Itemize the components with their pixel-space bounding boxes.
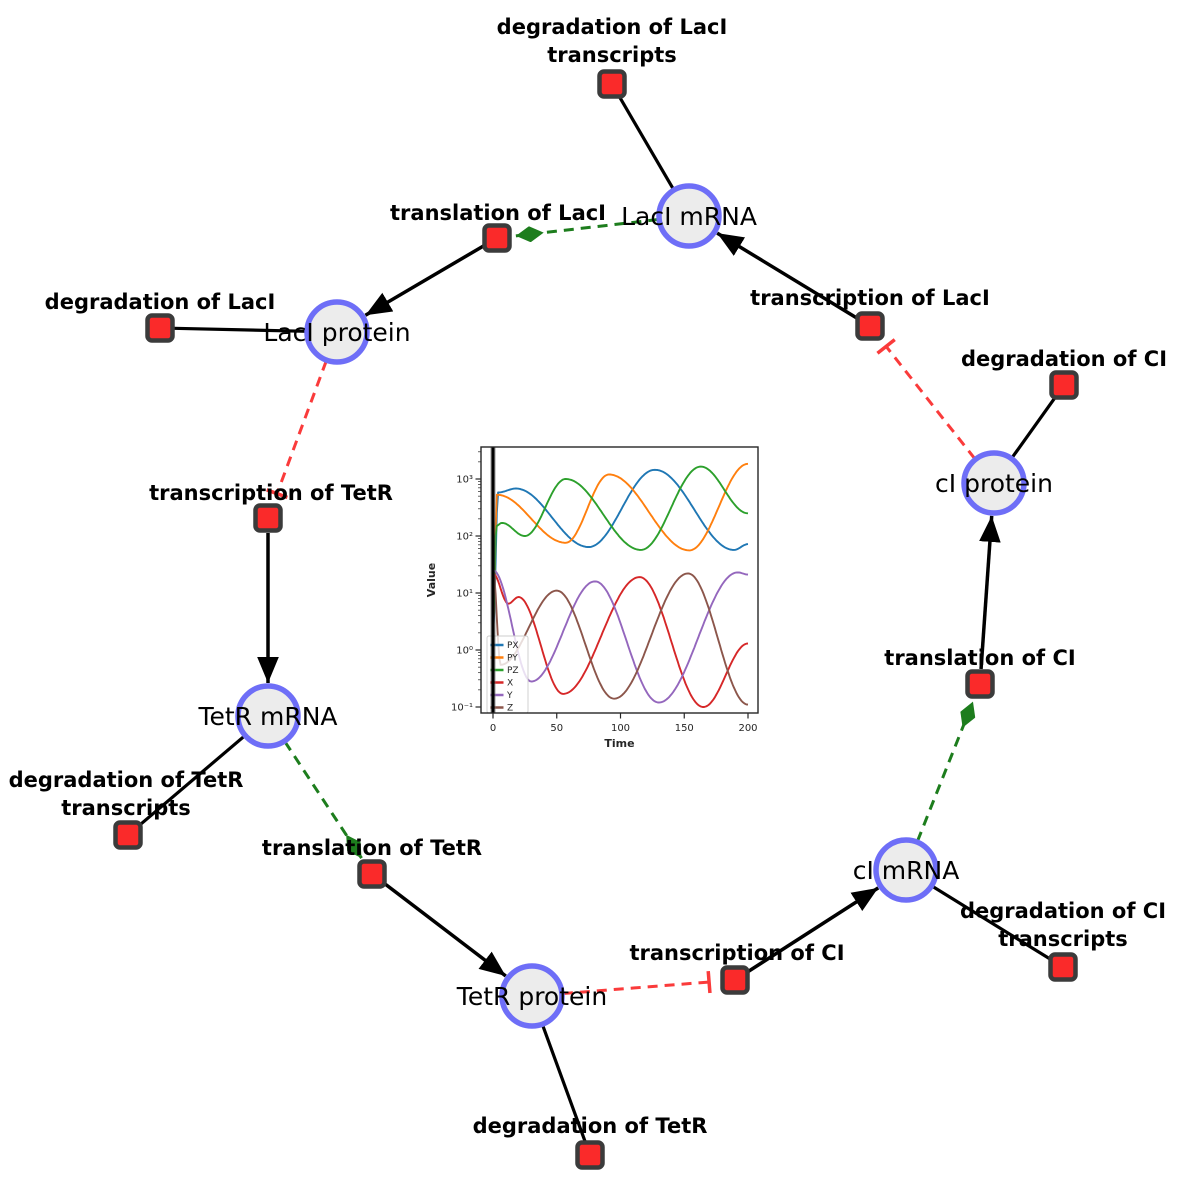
edge-ci-mrna-to-translation-ci: [916, 701, 976, 842]
chart-y-axis-label: Value: [425, 563, 438, 597]
legend-label-X: X: [507, 679, 513, 689]
chart-curve-PZ: [492, 465, 749, 633]
reaction-label-translation-tetr: translation of TetR: [262, 836, 482, 860]
edge-ci-protein-to-deg-ci: [1010, 395, 1058, 460]
chart-frame: [480, 446, 759, 714]
reaction-label-transcription-tetr: transcription of TetR: [149, 481, 393, 505]
species-node-ci-protein[interactable]: [961, 450, 1027, 516]
reaction-node-deg-laci-transcripts[interactable]: [597, 69, 627, 99]
species-node-tetr-mrna[interactable]: [235, 683, 301, 749]
chart-x-axis-label: Time: [604, 737, 634, 750]
chart-x-tick-label: 200: [738, 723, 757, 734]
inhibition-tbar: [706, 970, 712, 994]
species-label-tetr-protein: TetR protein: [456, 982, 607, 1011]
reaction-node-translation-tetr[interactable]: [357, 859, 387, 889]
legend-label-PZ: PZ: [507, 666, 519, 676]
reaction-node-deg-laci[interactable]: [145, 313, 175, 343]
edge-tetr-mrna-to-deg-tetr-transcripts: [137, 734, 247, 828]
chart-x-tick-label: 0: [490, 723, 496, 734]
edge-tetr-protein-to-deg-tetr: [540, 1023, 587, 1143]
chart-legend: PX PY PZ XYZ: [486, 635, 529, 714]
species-label-ci-protein: cI protein: [935, 469, 1053, 498]
reaction-label-deg-ci: degradation of CI: [961, 347, 1167, 371]
edge-tetr-mrna-to-translation-tetr: [283, 741, 363, 859]
species-node-tetr-protein[interactable]: [499, 963, 565, 1029]
species-label-laci-mrna: LacI mRNA: [621, 202, 757, 231]
inhibition-tbar: [266, 488, 288, 500]
reaction-label-deg-ci-transcripts: degradation of CI: [960, 899, 1166, 923]
species-label-ci-mrna: cI mRNA: [853, 856, 960, 885]
edge-tetr-protein-to-transcription-ci: [562, 970, 712, 996]
edge-laci-mrna-to-deg-laci-transcripts: [617, 95, 676, 191]
species-node-laci-mrna[interactable]: [656, 183, 722, 249]
edge-transcription-ci-to-ci-mrna: [746, 886, 880, 974]
chart-curve-Y: [492, 569, 749, 704]
reaction-label-deg-tetr-transcripts: degradation of TetR: [9, 768, 244, 792]
edge-transcription-laci-to-laci-mrna: [716, 231, 859, 320]
inhibition-tbar: [876, 338, 896, 355]
reaction-node-translation-ci[interactable]: [965, 669, 995, 699]
chart-y-tick-label: 10⁰: [456, 646, 473, 657]
species-node-laci-protein[interactable]: [304, 299, 370, 365]
nodes-layer: [113, 69, 1079, 1170]
edge-laci-mrna-to-translation-laci: [515, 218, 659, 243]
edge-laci-protein-to-deg-laci: [173, 326, 308, 333]
reaction-label-deg-tetr: degradation of TetR: [473, 1114, 708, 1138]
reaction-node-transcription-laci[interactable]: [855, 311, 885, 341]
reaction-label-transcription-laci: transcription of LacI: [750, 286, 990, 310]
legend-label-PX: PX: [507, 641, 519, 651]
chart-curve-Z: [492, 570, 749, 706]
species-label-laci-protein: LacI protein: [263, 318, 410, 347]
reaction-node-transcription-ci[interactable]: [720, 965, 750, 995]
species-label-tetr-mrna: TetR mRNA: [197, 702, 337, 731]
edge-translation-laci-to-laci-protein: [364, 244, 485, 317]
edge-ci-protein-to-transcription-laci: [876, 338, 976, 460]
reaction-label-deg-tetr-transcripts: transcripts: [61, 796, 191, 820]
edges-layer: [137, 95, 1058, 1143]
reaction-node-deg-tetr-transcripts[interactable]: [113, 820, 143, 850]
labels-layer: LacI mRNA LacI protein TetR mRNA TetR prote…: [9, 15, 1167, 1138]
reaction-label-deg-laci-transcripts: transcripts: [547, 43, 677, 67]
reaction-label-transcription-ci: transcription of CI: [629, 941, 844, 965]
edge-laci-protein-to-transcription-tetr: [266, 360, 328, 500]
chart-x-tick-label: 150: [675, 723, 694, 734]
reaction-label-translation-ci: translation of CI: [884, 646, 1075, 670]
legend-label-PY: PY: [507, 654, 518, 664]
chart-y-tick-label: 10²: [456, 532, 473, 543]
chart-curves: [492, 462, 749, 708]
chart-curve-X: [492, 572, 749, 708]
chart-y-tick-label: 10³: [456, 475, 473, 486]
species-node-ci-mrna[interactable]: [873, 837, 939, 903]
reaction-label-translation-laci: translation of LacI: [390, 201, 606, 225]
chart-curve-PY: [492, 462, 749, 633]
edge-translation-ci-to-ci-protein: [979, 515, 1001, 670]
edge-ci-mrna-to-deg-ci-transcripts: [930, 884, 1052, 962]
chart-x-tick-label: 50: [550, 723, 563, 734]
chart-x-tick-label: 100: [611, 723, 630, 734]
reaction-label-deg-laci: degradation of LacI: [45, 290, 276, 314]
reaction-label-deg-ci-transcripts: transcripts: [998, 927, 1128, 951]
reaction-node-deg-ci[interactable]: [1049, 370, 1079, 400]
edge-translation-tetr-to-tetr-protein: [382, 881, 507, 978]
legend-label-Z: Z: [507, 704, 513, 714]
chart-y-tick-label: 10¹: [456, 589, 473, 600]
reaction-node-translation-laci[interactable]: [482, 223, 512, 253]
reaction-node-transcription-tetr[interactable]: [253, 503, 283, 533]
chart-curve-PX: [492, 468, 749, 633]
legend-label-Y: Y: [506, 691, 513, 701]
reaction-node-deg-ci-transcripts[interactable]: [1048, 952, 1078, 982]
reaction-label-deg-laci-transcripts: degradation of LacI: [497, 15, 728, 39]
reaction-node-deg-tetr[interactable]: [575, 1140, 605, 1170]
chart-y-tick-label: 10⁻¹: [451, 703, 473, 714]
